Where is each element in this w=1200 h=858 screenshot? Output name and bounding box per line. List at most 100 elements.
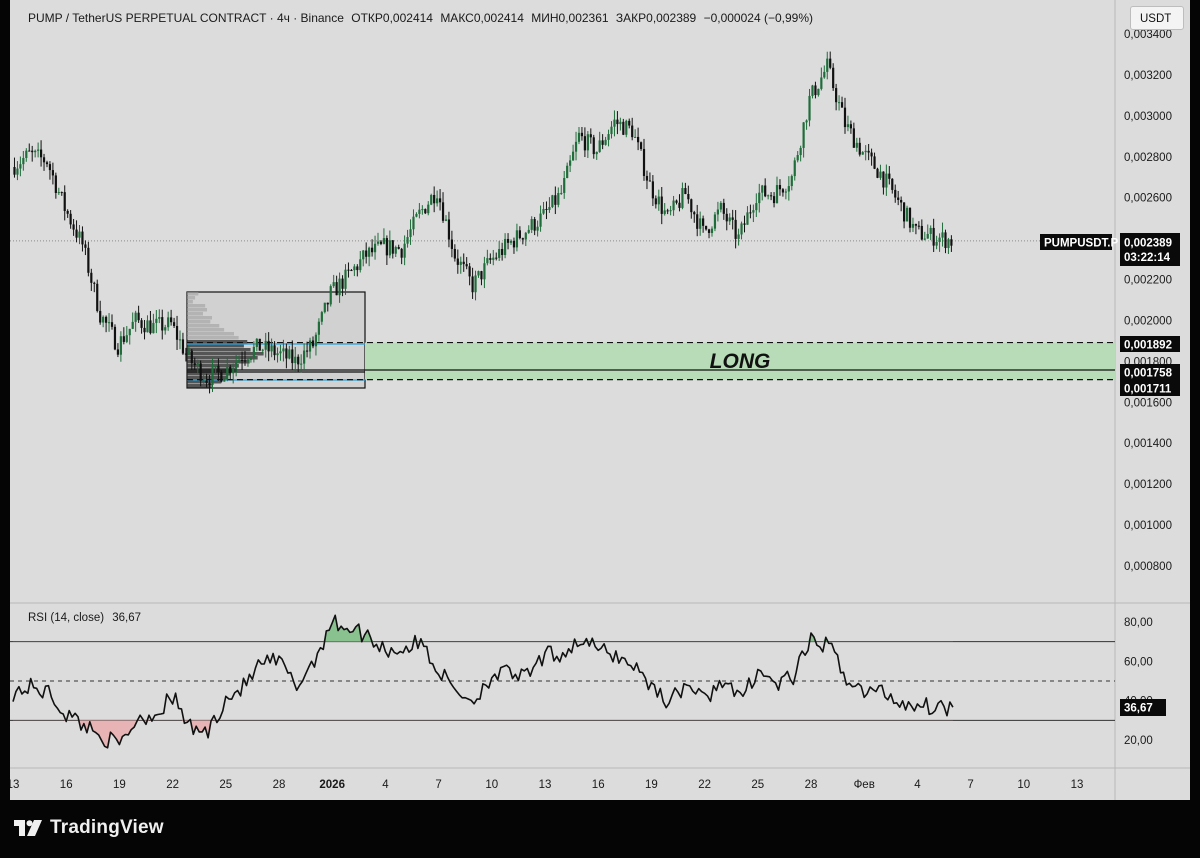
candle-body-285 [855, 142, 858, 148]
time-tick-label-14: 25 [751, 779, 764, 791]
long-zone[interactable]: LONG [187, 341, 1115, 381]
time-tick-label-16: Фев [854, 779, 875, 791]
rsi-oversold-fill [13, 720, 953, 748]
candle-body-311 [932, 227, 935, 246]
candle-body-102 [314, 334, 318, 347]
candle-body-167 [506, 238, 510, 243]
candle-body-239 [719, 202, 722, 210]
candle-body-144 [438, 198, 442, 203]
level-mid-tag-text: 0,001758 [1124, 368, 1173, 380]
candle-body-26 [90, 272, 93, 283]
price-tick-label-3: 0,002800 [1124, 152, 1172, 164]
candle-body-174 [527, 229, 530, 233]
candle-body-309 [926, 233, 929, 239]
candle-body-68 [214, 365, 217, 368]
candle-body-242 [728, 217, 731, 222]
candle-body-184 [557, 193, 560, 205]
candle-body-212 [639, 142, 643, 149]
candle-body-206 [622, 121, 625, 135]
candle-body-267 [802, 122, 805, 148]
price-axis[interactable]: 0,003400 0,003200 0,003000 0,002800 0,002600… [1124, 29, 1172, 573]
candle-body-259 [778, 185, 782, 190]
candle-body-253 [761, 185, 764, 193]
candle-body-36 [119, 336, 122, 355]
candle-body-208 [628, 120, 631, 126]
candle-body-76 [238, 359, 241, 363]
level-bottom-tag-bg [1120, 380, 1180, 396]
candle-body-193 [583, 136, 586, 151]
time-tick-label-12: 19 [645, 779, 658, 791]
candle-body-165 [501, 248, 504, 255]
candle-body-210 [634, 136, 637, 138]
candle-body-189 [571, 151, 575, 161]
candle-body-221 [666, 210, 669, 212]
rsi-line[interactable] [12, 614, 954, 749]
candle-body-213 [642, 148, 646, 176]
rsi-tag-text: 36,67 [1124, 703, 1153, 715]
candle-body-294 [882, 171, 885, 188]
time-axis[interactable]: 13 16 19 22 25 28 2026 4 7 10 13 16 19 22 25 28 Фев 4 7 10 1… [10, 779, 1083, 791]
long-zone-rect[interactable] [365, 342, 1115, 380]
candle-body-238 [716, 209, 719, 215]
ohlc-close: ЗАКР0,002389 [615, 11, 697, 25]
volume-profile-bar-20 [187, 372, 231, 376]
candle-body-226 [681, 188, 684, 208]
candle-body-41 [134, 312, 137, 322]
candle-body-300 [900, 199, 903, 203]
candle-body-17 [63, 192, 66, 211]
candle-body-162 [492, 257, 495, 260]
candle-body-12 [48, 164, 52, 171]
candle-body-316 [947, 239, 950, 249]
candle-body-97 [300, 363, 303, 365]
candle-body-248 [746, 212, 749, 225]
candle-body-134 [409, 229, 412, 238]
candle-body-290 [870, 152, 873, 157]
rsi-title[interactable]: RSI (14, close) [28, 612, 105, 624]
rsi-header[interactable]: RSI (14, close) 36,67 [28, 612, 146, 624]
candle-body-35 [116, 349, 120, 355]
candle-body-173 [524, 232, 527, 240]
candle-body-256 [770, 195, 773, 197]
volume-profile-bar-9 [187, 328, 225, 332]
candle-body-59 [187, 350, 190, 354]
time-tick-label-11: 16 [592, 779, 605, 791]
candle-body-78 [243, 360, 247, 362]
candle-body-304 [911, 223, 915, 228]
candle-body-288 [864, 150, 867, 153]
candle-body-142 [433, 194, 436, 204]
candle-body-295 [885, 173, 888, 188]
candle-body-211 [637, 136, 640, 143]
ohlc-change: −0,000024 (−0,99%) [703, 11, 813, 25]
rsi-pane[interactable] [10, 614, 1115, 749]
candle-body-47 [152, 322, 155, 334]
candle-body-220 [663, 210, 666, 214]
symbol-title[interactable]: PUMP / TetherUS PERPETUAL CONTRACT · 4ч … [28, 11, 344, 25]
volume-profile-bar-6 [187, 316, 212, 320]
candle-body-275 [826, 58, 829, 72]
candle-body-176 [533, 219, 536, 231]
candle-body-159 [483, 263, 486, 280]
currency-button[interactable]: USDT [1130, 6, 1184, 30]
candle-body-61 [193, 363, 196, 366]
volume-profile-bar-16 [187, 356, 258, 360]
candle-body-43 [140, 320, 143, 328]
candle-body-247 [743, 223, 746, 225]
candle-body-52 [167, 317, 170, 328]
candle-body-291 [873, 156, 876, 169]
candle-body-33 [110, 322, 114, 327]
candle-body-37 [122, 336, 125, 342]
candle-body-80 [249, 357, 253, 360]
candle-body-121 [371, 247, 374, 253]
candle-body-100 [308, 340, 312, 352]
candle-body-237 [713, 214, 717, 229]
candlestick-series[interactable] [13, 51, 953, 394]
tradingview-logo[interactable]: TradingView [14, 815, 164, 841]
chart-canvas[interactable]: LONG 0,0034000,0032000,0030000,0028000,0… [10, 0, 1190, 800]
candle-body-135 [412, 216, 415, 230]
candle-body-82 [255, 338, 258, 347]
candle-body-42 [137, 312, 140, 321]
candle-body-70 [220, 371, 223, 382]
time-tick-label-10: 13 [539, 779, 552, 791]
volume-profile[interactable] [186, 291, 366, 389]
